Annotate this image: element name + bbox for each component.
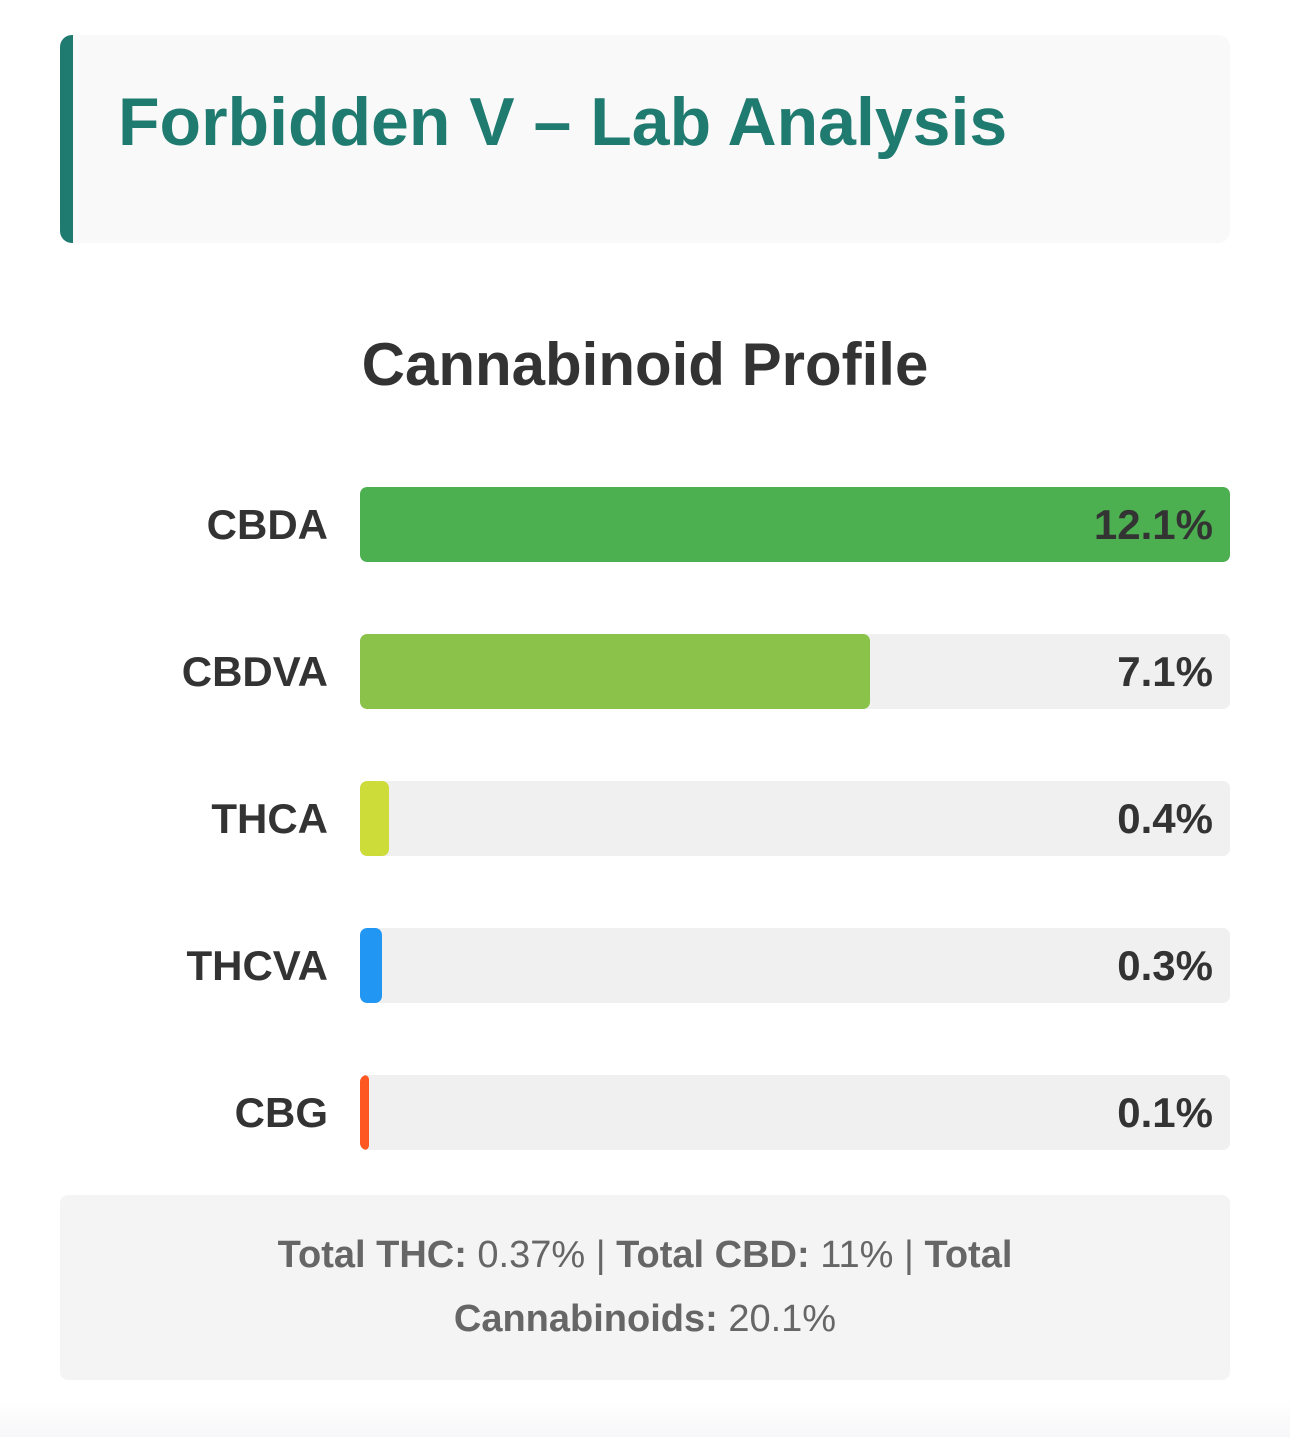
bar-row: CBDA 12.1% xyxy=(0,487,1290,562)
bar-value-label: 0.3% xyxy=(1117,942,1213,989)
bar-label: CBDVA xyxy=(181,648,328,695)
bottom-fade xyxy=(0,1400,1290,1437)
bar-fill xyxy=(360,634,871,709)
bar-value-label: 7.1% xyxy=(1117,648,1213,695)
totals-summary: Total THC: 0.37% | Total CBD: 11% | Tota… xyxy=(60,1195,1230,1380)
bar-row: THCA 0.4% xyxy=(0,781,1290,856)
page-header: Forbidden V – Lab Analysis xyxy=(60,35,1230,243)
bar-value-label: 12.1% xyxy=(1093,501,1213,548)
bar-track: 0.4% xyxy=(360,781,1230,856)
bar-label: THCVA xyxy=(186,942,328,989)
bar-fill xyxy=(360,928,382,1003)
total-thc-label: Total THC: xyxy=(277,1234,467,1276)
bar-row: CBG 0.1% xyxy=(0,1075,1290,1150)
total-cannabinoids-value: 20.1% xyxy=(717,1298,837,1340)
chart-title: Cannabinoid Profile xyxy=(361,331,929,398)
total-cannabinoids-label: Total Cannabinoids: xyxy=(453,1234,1013,1340)
total-cbd-value: 11% | xyxy=(809,1234,925,1276)
bar-track: 0.3% xyxy=(360,928,1230,1003)
bar-fill xyxy=(360,487,1230,562)
total-thc-value: 0.37% | xyxy=(466,1234,617,1276)
bar-label: CBDA xyxy=(206,501,328,548)
bar-track: 12.1% xyxy=(360,487,1230,562)
bar-fill xyxy=(360,1075,369,1150)
bar-row: THCVA 0.3% xyxy=(0,928,1290,1003)
bar-fill xyxy=(360,781,389,856)
bar-track: 7.1% xyxy=(360,634,1230,709)
page-title: Forbidden V – Lab Analysis xyxy=(118,84,1008,160)
bar-track: 0.1% xyxy=(360,1075,1230,1150)
bar-value-label: 0.1% xyxy=(1117,1089,1213,1136)
total-cbd-label: Total CBD: xyxy=(616,1234,810,1276)
bar-label: CBG xyxy=(234,1089,328,1136)
bar-label: THCA xyxy=(211,795,328,842)
bar-value-label: 0.4% xyxy=(1117,795,1213,842)
bar-row: CBDVA 7.1% xyxy=(0,634,1290,709)
